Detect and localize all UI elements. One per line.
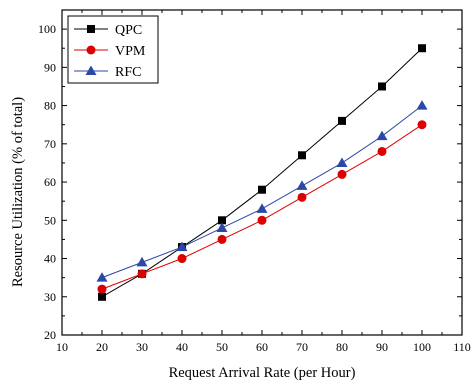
data-point [297, 192, 307, 202]
data-point [337, 169, 347, 179]
y-tick-label: 80 [44, 99, 56, 113]
data-point [336, 157, 348, 167]
data-point [298, 151, 306, 160]
x-axis: 10 20 30 40 50 60 70 80 90 100 110 [56, 10, 471, 354]
x-tick-label: 70 [296, 340, 308, 354]
legend-marker [86, 45, 96, 55]
data-point [256, 203, 268, 213]
series-layer [96, 44, 428, 301]
x-tick-label: 40 [176, 340, 188, 354]
data-point [137, 269, 147, 279]
y-axis: 20 30 40 50 60 70 80 90 100 [38, 9, 462, 342]
x-tick-label: 20 [96, 340, 108, 354]
y-tick-label: 100 [38, 22, 56, 36]
x-tick-label: 90 [376, 340, 388, 354]
data-point [177, 254, 187, 264]
data-point [296, 180, 308, 190]
data-point [378, 82, 386, 91]
data-point [176, 241, 188, 252]
x-tick-label: 10 [56, 340, 68, 354]
legend-label: RFC [115, 65, 141, 80]
data-point [418, 44, 426, 53]
legend-label: VPM [115, 44, 146, 59]
y-tick-label: 60 [44, 175, 56, 189]
data-point [98, 292, 106, 301]
y-tick-label: 20 [44, 328, 56, 342]
series-rfc [96, 100, 428, 282]
x-tick-label: 50 [216, 340, 228, 354]
data-point [258, 185, 266, 194]
x-tick-label: 100 [413, 340, 431, 354]
x-tick-label: 110 [453, 340, 471, 354]
data-point [417, 120, 427, 130]
legend-marker [87, 25, 95, 33]
data-point [136, 256, 148, 267]
data-point [218, 216, 226, 225]
data-point [377, 146, 387, 156]
legend-label: QPC [115, 23, 142, 38]
data-point [338, 116, 346, 125]
y-tick-label: 70 [44, 137, 56, 151]
series-vpm [97, 120, 427, 294]
y-tick-label: 90 [44, 60, 56, 74]
y-tick-label: 50 [44, 213, 56, 227]
y-tick-label: 40 [44, 252, 56, 266]
y-tick-label: 30 [44, 290, 56, 304]
data-point [216, 222, 228, 232]
x-tick-label: 60 [256, 340, 268, 354]
data-point [416, 100, 428, 110]
legend: QPC VPM RFC [67, 15, 159, 84]
data-point [257, 215, 267, 225]
data-point [96, 272, 108, 282]
x-axis-title: Request Arrival Rate (per Hour) [169, 365, 356, 381]
data-point [97, 284, 107, 294]
legend-marker [85, 65, 97, 75]
y-axis-title: Resource Utilization (% of total) [10, 97, 26, 287]
data-point [217, 234, 227, 244]
x-tick-label: 30 [136, 340, 148, 354]
x-tick-label: 80 [336, 340, 348, 354]
data-point [376, 130, 388, 141]
